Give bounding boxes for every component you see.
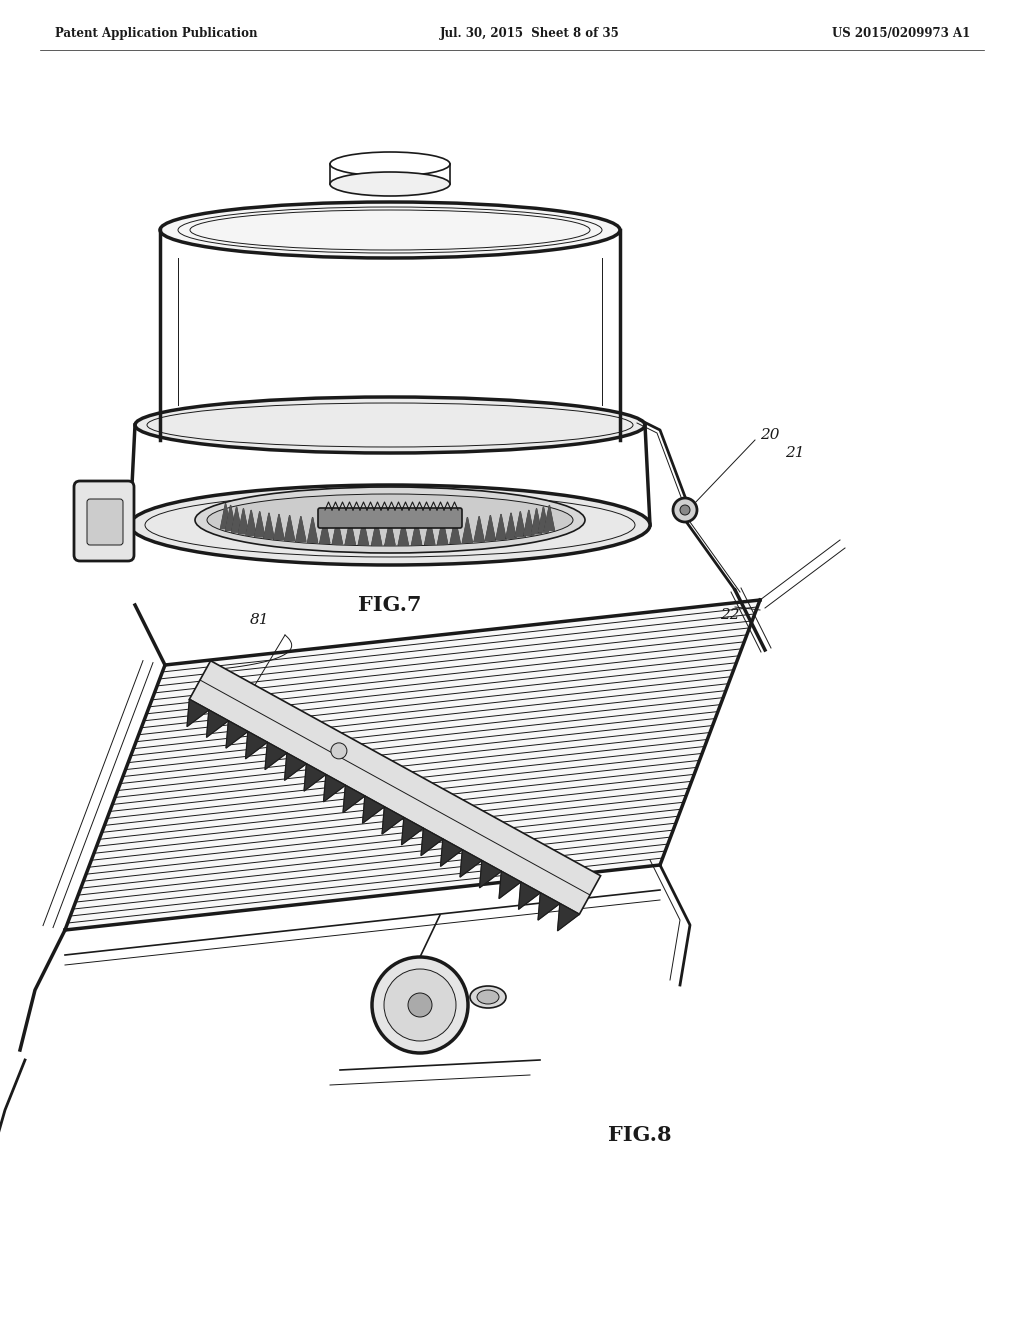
Polygon shape — [333, 519, 342, 544]
Polygon shape — [398, 520, 409, 545]
Polygon shape — [401, 817, 423, 845]
Ellipse shape — [195, 487, 585, 553]
Circle shape — [673, 498, 697, 521]
Polygon shape — [538, 892, 560, 920]
Text: 20: 20 — [760, 428, 779, 442]
Polygon shape — [225, 506, 236, 531]
Polygon shape — [479, 861, 502, 888]
FancyBboxPatch shape — [87, 499, 123, 545]
Text: 22: 22 — [720, 609, 739, 622]
Polygon shape — [285, 516, 295, 540]
Polygon shape — [231, 507, 242, 532]
Text: 81: 81 — [250, 612, 269, 627]
Polygon shape — [440, 840, 463, 866]
Polygon shape — [437, 519, 447, 544]
Polygon shape — [274, 515, 284, 540]
Polygon shape — [557, 903, 580, 931]
Polygon shape — [65, 601, 760, 931]
Polygon shape — [515, 512, 525, 537]
Ellipse shape — [477, 990, 499, 1005]
Text: US 2015/0209973 A1: US 2015/0209973 A1 — [831, 26, 970, 40]
Polygon shape — [496, 515, 506, 540]
Polygon shape — [255, 512, 264, 537]
Polygon shape — [524, 511, 534, 535]
Polygon shape — [189, 661, 601, 915]
Text: FIG.8: FIG.8 — [608, 1125, 672, 1144]
Polygon shape — [220, 503, 230, 528]
Polygon shape — [539, 507, 549, 532]
Polygon shape — [226, 721, 248, 748]
Polygon shape — [319, 519, 330, 544]
Ellipse shape — [130, 484, 650, 565]
Polygon shape — [187, 700, 209, 726]
Polygon shape — [474, 516, 484, 541]
Polygon shape — [362, 796, 384, 824]
Polygon shape — [463, 517, 472, 543]
Ellipse shape — [160, 202, 620, 257]
Polygon shape — [499, 871, 521, 899]
Ellipse shape — [470, 986, 506, 1008]
Circle shape — [680, 506, 690, 515]
Polygon shape — [545, 506, 554, 531]
Text: Patent Application Publication: Patent Application Publication — [55, 26, 257, 40]
Polygon shape — [372, 520, 382, 545]
Ellipse shape — [135, 397, 645, 453]
Ellipse shape — [207, 494, 573, 546]
Polygon shape — [265, 742, 287, 770]
Polygon shape — [358, 520, 369, 545]
Polygon shape — [385, 520, 395, 545]
Circle shape — [384, 969, 456, 1041]
Circle shape — [331, 743, 347, 759]
Text: FIG.7: FIG.7 — [358, 595, 422, 615]
Polygon shape — [307, 517, 317, 543]
Polygon shape — [451, 519, 460, 544]
Polygon shape — [518, 882, 541, 909]
Polygon shape — [531, 508, 542, 533]
Polygon shape — [246, 511, 256, 535]
Polygon shape — [296, 516, 306, 541]
Text: 21: 21 — [785, 446, 805, 459]
Circle shape — [408, 993, 432, 1016]
Polygon shape — [506, 513, 516, 539]
Polygon shape — [324, 775, 345, 801]
Polygon shape — [264, 513, 274, 539]
Polygon shape — [382, 807, 403, 834]
Ellipse shape — [330, 172, 450, 195]
Circle shape — [372, 957, 468, 1053]
Text: Jul. 30, 2015  Sheet 8 of 35: Jul. 30, 2015 Sheet 8 of 35 — [440, 26, 620, 40]
Polygon shape — [412, 520, 422, 545]
Polygon shape — [485, 516, 496, 540]
Polygon shape — [207, 710, 228, 738]
FancyBboxPatch shape — [318, 508, 462, 528]
Polygon shape — [421, 828, 442, 855]
Polygon shape — [460, 850, 482, 876]
FancyBboxPatch shape — [74, 480, 134, 561]
Polygon shape — [425, 519, 435, 544]
Polygon shape — [285, 752, 306, 780]
Polygon shape — [246, 731, 267, 759]
Polygon shape — [343, 785, 365, 813]
Polygon shape — [239, 508, 249, 533]
Polygon shape — [345, 519, 355, 544]
Polygon shape — [304, 764, 326, 791]
